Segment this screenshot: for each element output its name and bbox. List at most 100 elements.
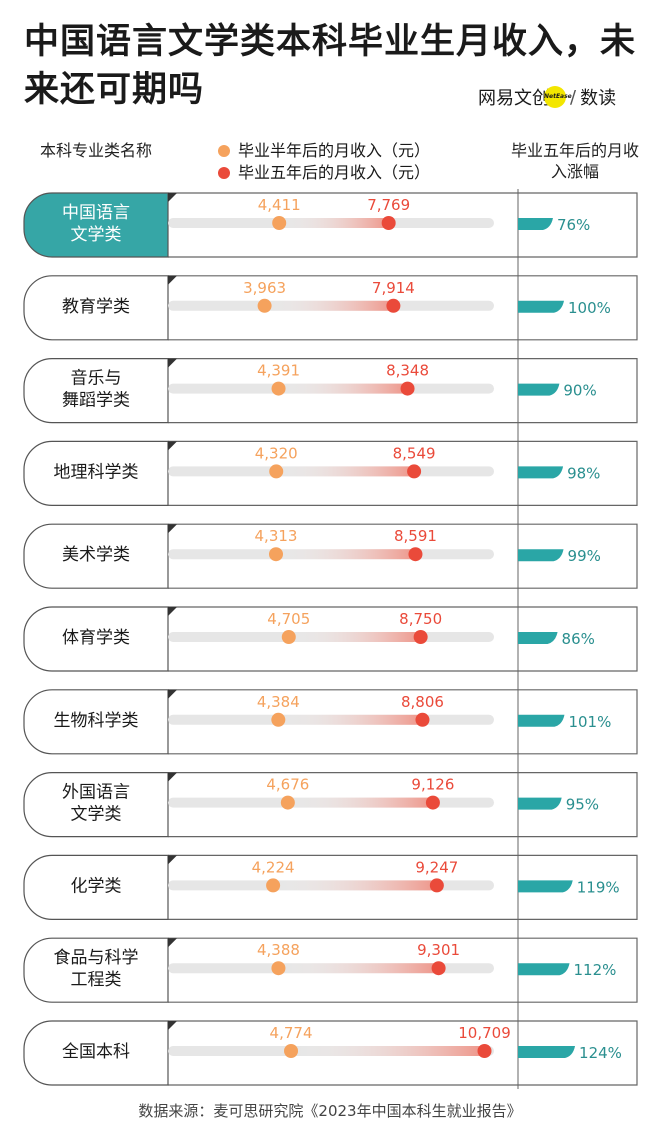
netease-logo-mark: NetEase (544, 86, 572, 108)
legend-label-half-year: 毕业半年后的月收入（元） (238, 141, 431, 160)
five-year-label: 9,126 (411, 776, 454, 794)
growth-label: 76% (557, 216, 590, 234)
five-year-label: 9,247 (415, 858, 458, 876)
five-year-point (415, 712, 430, 727)
salary-range-bar (264, 300, 394, 311)
salary-range-bar (276, 549, 416, 560)
half-year-label: 4,384 (257, 693, 300, 711)
row-frame (168, 689, 638, 755)
growth-label: 86% (562, 630, 595, 648)
half-year-label: 4,774 (270, 1024, 313, 1042)
corner-notch (168, 855, 177, 865)
corner-notch (168, 275, 177, 285)
salary-range-bar (279, 218, 389, 228)
growth-label: 90% (563, 382, 596, 400)
five-year-label: 7,914 (372, 279, 415, 297)
category-label: 全国本科 (62, 1042, 130, 1062)
brand-logo: 网易文创 NetEase / 数读 (478, 82, 616, 112)
category-label: 音乐与 (71, 369, 122, 389)
half-year-point (271, 961, 286, 976)
five-year-point (431, 961, 446, 976)
growth-bar (518, 466, 564, 479)
category-pill (23, 358, 169, 424)
growth-label: 100% (568, 299, 611, 317)
five-year-point (477, 1044, 492, 1058)
category-label: 外国语言 (62, 783, 130, 803)
growth-label: 95% (566, 796, 599, 814)
category-pill (23, 523, 169, 589)
growth-bar (518, 880, 573, 893)
growth-label: 101% (568, 713, 611, 731)
half-year-label: 4,676 (266, 776, 309, 794)
growth-bar (518, 963, 570, 976)
category-label: 教育学类 (62, 297, 130, 317)
legend: 毕业半年后的月收入（元） 毕业五年后的月收入（元） (218, 140, 430, 184)
category-pill (23, 772, 169, 838)
half-year-point (257, 298, 272, 313)
salary-range-bar (278, 383, 408, 394)
five-year-point (407, 464, 422, 479)
category-label: 文学类 (71, 805, 122, 825)
category-pill (23, 440, 169, 506)
corner-notch (168, 938, 177, 948)
five-year-label: 8,806 (401, 693, 444, 711)
corner-notch (168, 607, 177, 616)
half-year-label: 4,391 (257, 362, 300, 380)
half-year-point (271, 712, 286, 727)
salary-range-bar (288, 632, 421, 642)
category-header: 本科专业类名称 (39, 141, 152, 160)
row-frame (168, 606, 638, 672)
row-frame (168, 523, 638, 589)
growth-bar (518, 714, 565, 727)
growth-bar (518, 1046, 576, 1058)
half-year-point (284, 1044, 299, 1058)
row-frame (168, 854, 638, 920)
growth-bar (518, 218, 553, 230)
five-year-label: 10,709 (458, 1024, 511, 1042)
corner-notch (168, 772, 177, 782)
logo-slash: / (570, 86, 577, 108)
brand-name: 网易文创 (478, 88, 550, 109)
corner-notch (168, 689, 177, 699)
brand-sub: 数读 (580, 88, 617, 109)
row-frame (168, 772, 638, 838)
category-label: 舞蹈学类 (62, 391, 130, 411)
category-label: 生物科学类 (54, 711, 139, 731)
legend-dot-half-year (218, 145, 230, 157)
category-label: 工程类 (71, 970, 122, 990)
salary-range-bar (278, 963, 439, 974)
salary-range-bar (276, 466, 415, 477)
half-year-point (269, 547, 284, 562)
half-year-label: 4,705 (267, 610, 310, 628)
growth-label: 98% (567, 464, 600, 482)
five-year-label: 8,348 (386, 362, 429, 380)
half-year-point (280, 795, 295, 810)
five-year-point (386, 298, 401, 313)
category-label: 地理科学类 (54, 462, 139, 482)
five-year-label: 8,591 (394, 527, 437, 545)
growth-label: 112% (574, 961, 617, 979)
half-year-point (272, 216, 287, 230)
half-year-label: 4,224 (252, 858, 295, 876)
five-year-label: 7,769 (367, 196, 410, 214)
half-year-label: 4,320 (255, 444, 298, 462)
growth-label: 99% (568, 547, 601, 565)
five-year-point (400, 381, 415, 396)
five-year-label: 8,549 (393, 444, 436, 462)
category-pill (23, 854, 169, 920)
category-pill (23, 275, 169, 341)
legend-label-five-year: 毕业五年后的月收入（元） (238, 163, 431, 182)
five-year-label: 9,301 (417, 941, 460, 959)
half-year-point (271, 381, 286, 396)
row-frame (168, 1020, 638, 1086)
corner-notch (168, 441, 177, 451)
salary-range-bar (287, 797, 433, 808)
category-pill (23, 689, 169, 755)
growth-header: 毕业五年后的月收入涨幅 (510, 141, 639, 181)
five-year-point (425, 795, 440, 810)
five-year-point (429, 878, 444, 893)
category-label: 体育学类 (62, 628, 130, 648)
growth-label: 119% (577, 878, 620, 896)
salary-range-bar (273, 880, 437, 891)
